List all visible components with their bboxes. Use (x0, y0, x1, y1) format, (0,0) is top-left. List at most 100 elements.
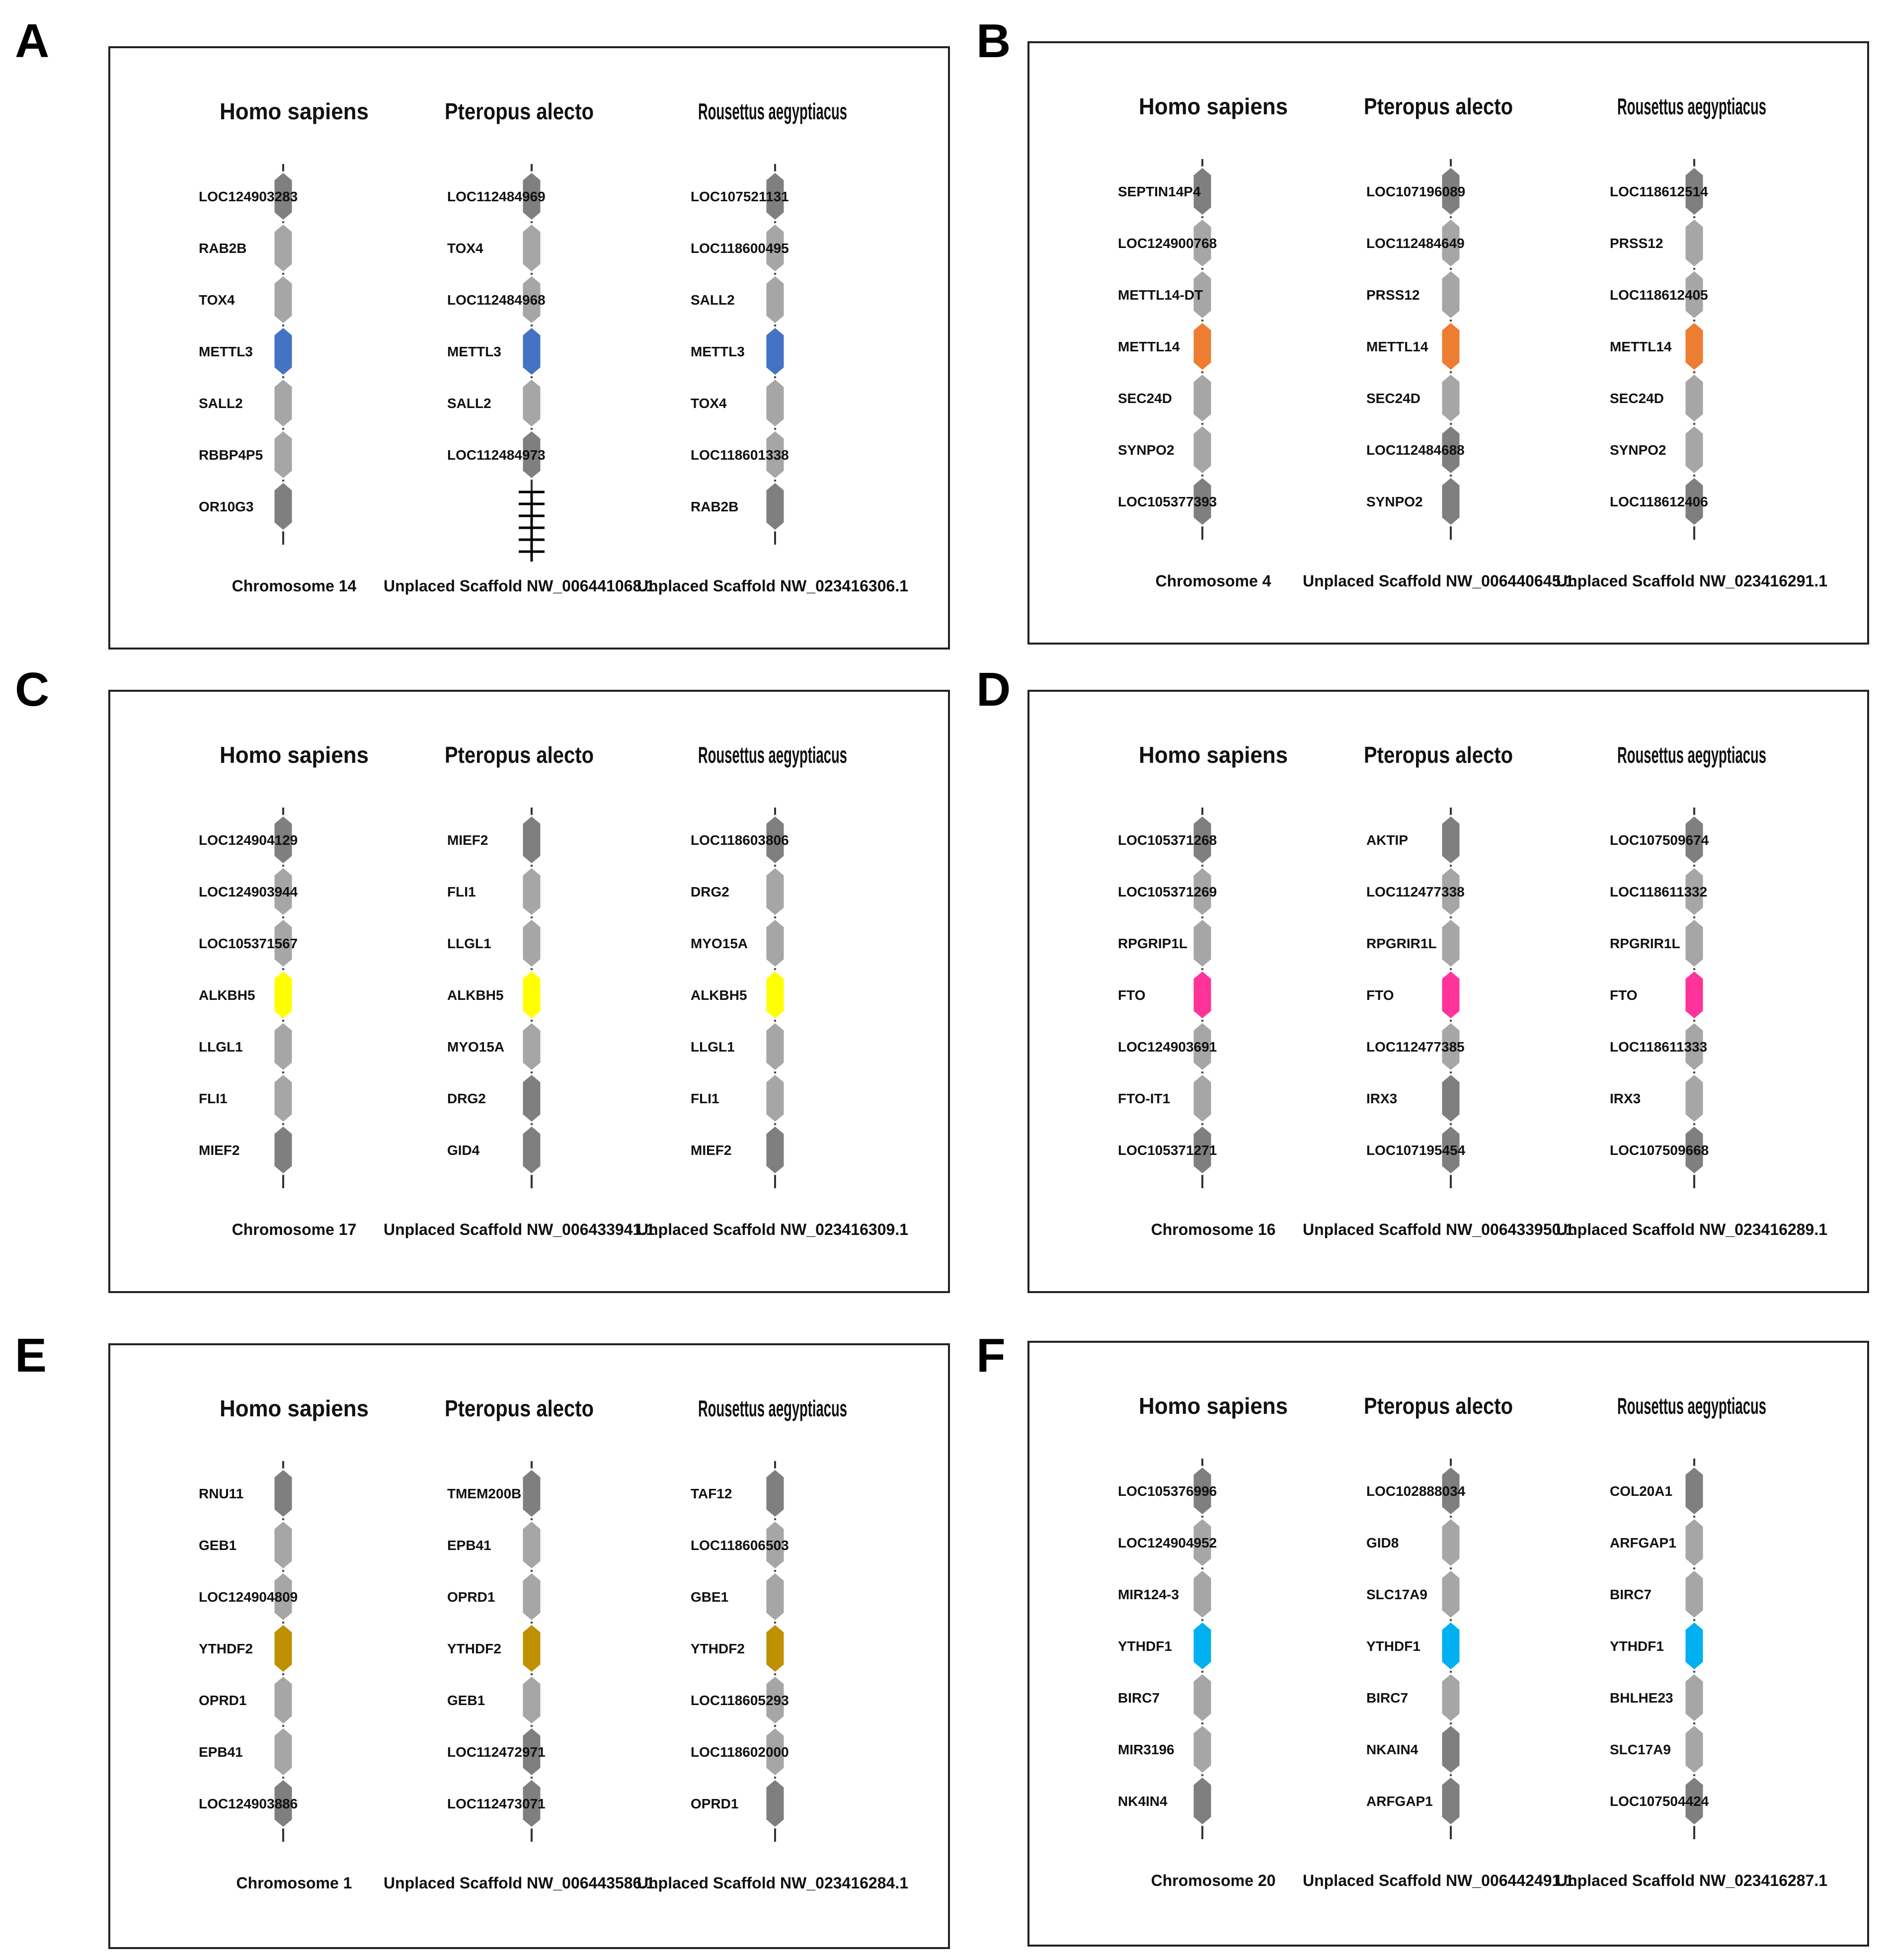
gene-label: YTHDF2 (691, 1641, 745, 1656)
gene-label: SALL2 (199, 396, 243, 411)
target-gene-arrow (273, 326, 294, 377)
species-name: Rousettus aegyptiacus (698, 98, 847, 124)
gene-label: LOC107196089 (1366, 184, 1465, 199)
gene-arrow (521, 866, 542, 917)
gene-arrow (1192, 476, 1213, 527)
gene-arrow (765, 1125, 786, 1175)
gene-arrow (1192, 1672, 1213, 1723)
gene-label: OPRD1 (447, 1589, 495, 1605)
gene-label: PRSS12 (1366, 287, 1419, 303)
target-gene-arrow (1192, 970, 1213, 1020)
gene-arrow (1192, 1466, 1213, 1516)
chromosome-location: Chromosome 20 (1151, 1872, 1276, 1889)
species-name: Pteropus alecto (1364, 93, 1513, 119)
species-name: Rousettus aegyptiacus (698, 1395, 847, 1421)
chromosome-location: Unplaced Scaffold NW_006433941.1 (384, 1221, 655, 1238)
target-gene-arrow (1684, 1621, 1705, 1671)
gene-arrow (1684, 1466, 1705, 1516)
gene-label: LOC112484973 (447, 447, 546, 463)
gene-arrow (521, 815, 542, 865)
target-gene-arrow (521, 970, 542, 1020)
gene-label: TOX4 (199, 292, 235, 308)
gene-arrow (1192, 866, 1213, 917)
gene-label: LOC118606503 (691, 1538, 789, 1553)
gene-label: LOC124903944 (199, 884, 298, 899)
gene-arrow (1192, 424, 1213, 475)
target-gene-arrow (273, 1623, 294, 1674)
gene-arrow (521, 429, 542, 480)
gene-label: GID4 (447, 1143, 480, 1158)
target-gene-arrow (765, 326, 786, 377)
gene-arrow (1440, 424, 1461, 475)
panel-e: E Homo sapiens RNU11 GEB1 LOC124904809 YTHDF2… (15, 1329, 950, 1949)
gene-arrow (521, 274, 542, 325)
gene-label: IRX3 (1610, 1091, 1641, 1106)
gene-arrow (1684, 218, 1705, 268)
species-name: Rousettus aegyptiacus (1617, 742, 1766, 768)
chromosome-location: Unplaced Scaffold NW_023416306.1 (637, 577, 908, 595)
gene-arrow (1684, 424, 1705, 475)
gene-label: LOC124903283 (199, 189, 298, 204)
gene-arrow (521, 1468, 542, 1519)
gene-arrow (765, 1520, 786, 1570)
gene-label: LOC124904129 (199, 832, 298, 848)
gene-arrow (273, 815, 294, 865)
target-gene-arrow (1684, 970, 1705, 1020)
gene-label: LOC112484649 (1366, 236, 1465, 251)
species-name: Homo sapiens (220, 742, 369, 768)
target-gene-arrow (1684, 321, 1705, 372)
gene-arrow (521, 1571, 542, 1622)
gene-label: LOC118605293 (691, 1693, 789, 1708)
gene-arrow (273, 1021, 294, 1072)
chromosome-location: Unplaced Scaffold NW_006443586.1 (384, 1874, 655, 1892)
panel-d: D Homo sapiens LOC105371268 LOC105371269 RPG… (976, 663, 1869, 1293)
gene-label: MIEF2 (199, 1143, 239, 1158)
gene-arrow (1440, 1672, 1461, 1723)
species-column: Homo sapiens LOC124904129 LOC124903944 LOC1… (199, 742, 369, 1238)
gene-label: DRG2 (447, 1091, 486, 1106)
gene-arrow (1440, 476, 1461, 527)
gene-arrow (765, 1571, 786, 1622)
gene-label: TAF12 (691, 1486, 732, 1501)
gene-label: YTHDF1 (1366, 1638, 1420, 1654)
species-column: Rousettus aegyptiacus COL20A1 ARFGAP1 BIRC7… (1556, 1393, 1827, 1889)
gene-label: YTHDF2 (199, 1641, 253, 1656)
panel-a: A Homo sapiens LOC124903283 RAB2B TOX4 METTL3… (15, 14, 950, 650)
gene-label: SALL2 (691, 292, 735, 308)
species-name: Homo sapiens (1139, 742, 1288, 768)
gene-label: FTO (1366, 987, 1394, 1003)
gene-arrow (765, 1468, 786, 1519)
gene-arrow (765, 1778, 786, 1829)
gene-label: YTHDF1 (1118, 1638, 1172, 1654)
gene-arrow (765, 1726, 786, 1777)
gene-label: LOC112484969 (447, 189, 546, 204)
gene-label: ALKBH5 (691, 987, 747, 1003)
gene-label: RAB2B (199, 241, 246, 256)
gene-label: LOC112477385 (1366, 1039, 1465, 1055)
gene-label: LOC124900768 (1118, 236, 1217, 251)
gene-label: LOC118612406 (1610, 494, 1708, 509)
species-name: Rousettus aegyptiacus (1617, 1393, 1766, 1419)
gene-arrow (1192, 815, 1213, 865)
gene-arrow (273, 223, 294, 273)
gene-arrow (1440, 1125, 1461, 1175)
panel-frame (1027, 690, 1869, 1293)
gene-arrow (765, 223, 786, 273)
gene-arrow (765, 1675, 786, 1725)
gene-label: FLI1 (199, 1091, 228, 1106)
gene-arrow (521, 1125, 542, 1175)
gene-label: NKAIN4 (1366, 1742, 1418, 1757)
gene-arrow (1192, 269, 1213, 320)
gene-arrow (1440, 1724, 1461, 1775)
gene-label: MIR3196 (1118, 1742, 1175, 1757)
gene-arrow (1684, 1724, 1705, 1775)
panel-frame (108, 46, 950, 650)
species-column: Pteropus alecto LOC107196089 LOC112484649 P… (1303, 93, 1574, 590)
gene-label: SEC24D (1118, 391, 1172, 406)
gene-arrow (273, 1520, 294, 1570)
gene-arrow (1684, 1021, 1705, 1072)
gene-arrow (273, 918, 294, 969)
gene-arrow (1440, 866, 1461, 917)
species-name: Pteropus alecto (1364, 742, 1513, 768)
gene-arrow (273, 1675, 294, 1725)
